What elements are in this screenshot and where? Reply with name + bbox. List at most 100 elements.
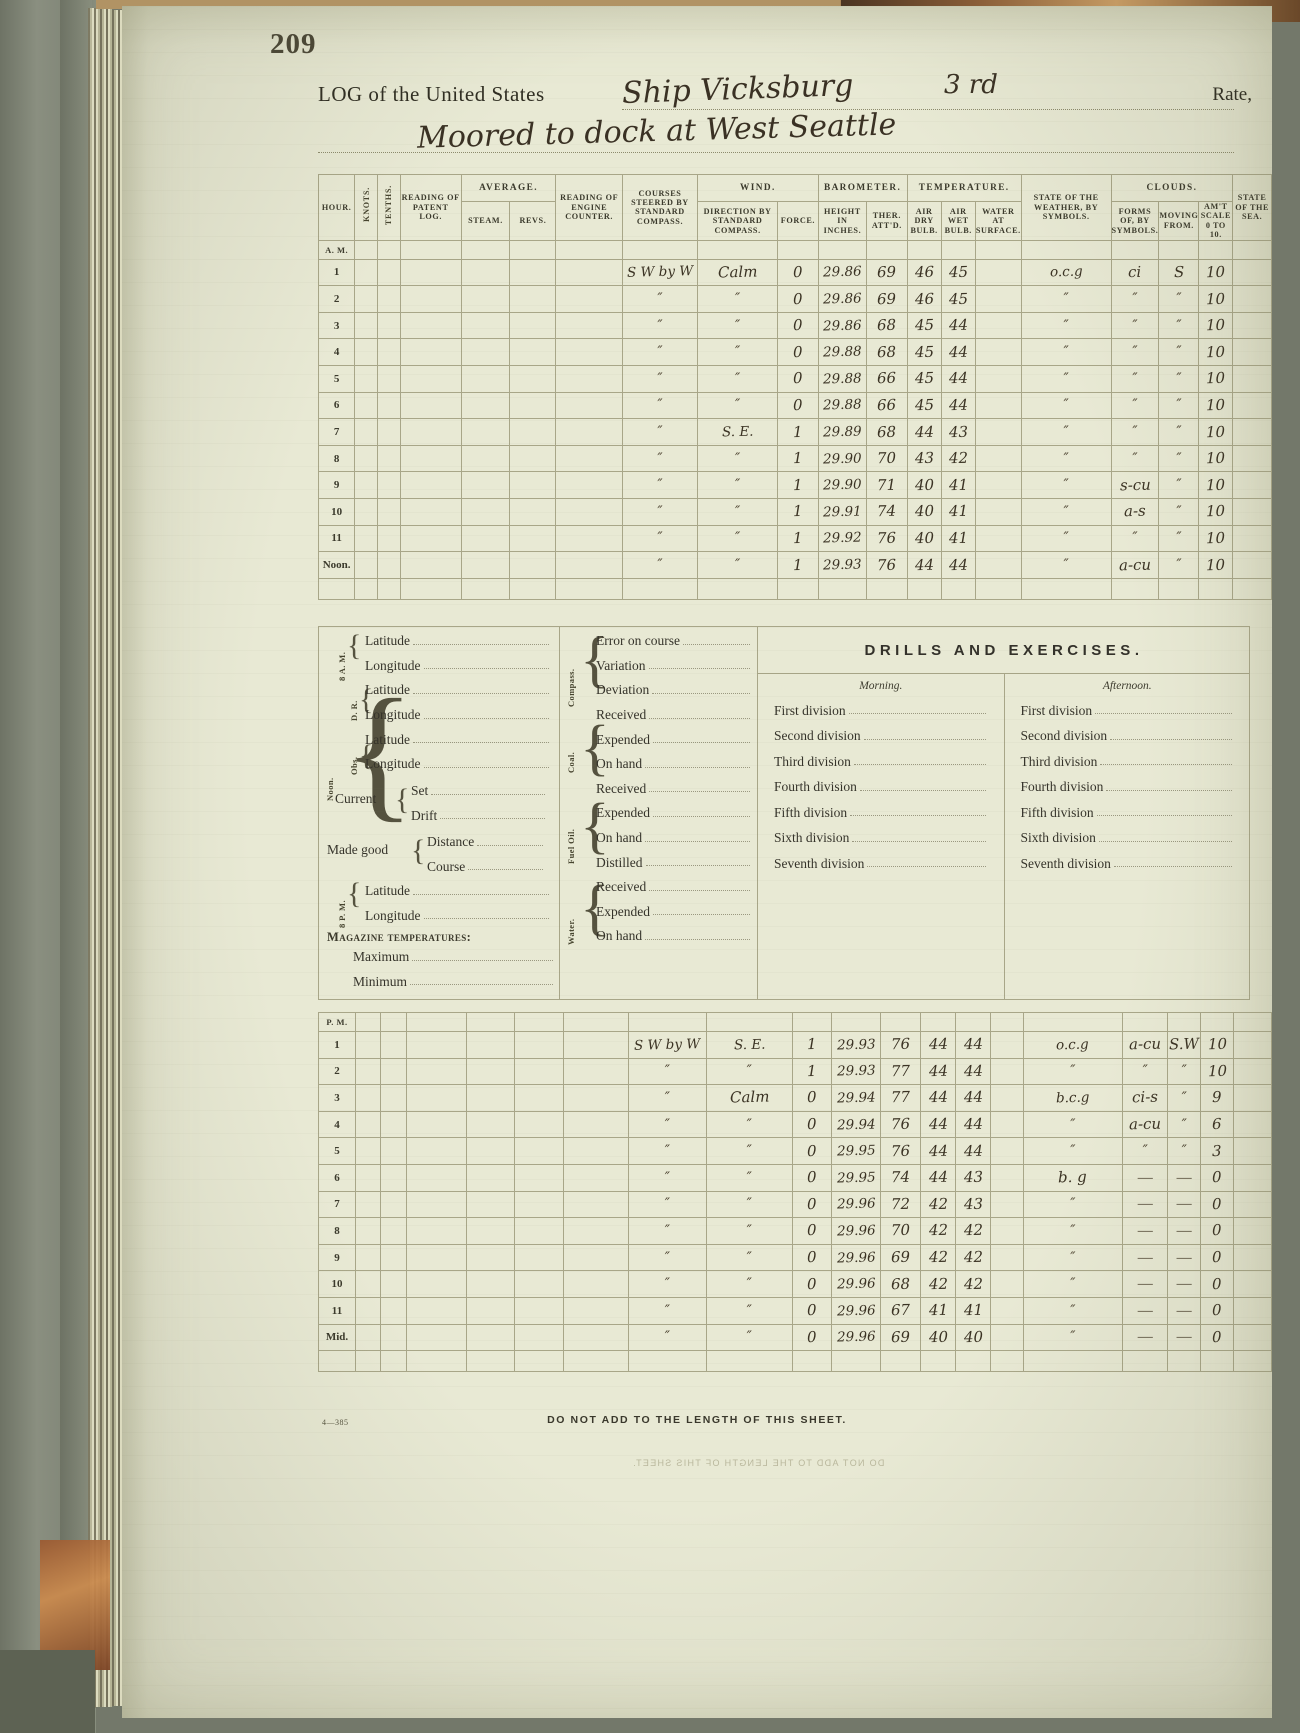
handwritten-value: 70 <box>877 448 897 468</box>
empty-cell <box>377 239 401 260</box>
cell-dry: 46 <box>906 258 942 287</box>
empty-cell <box>555 239 623 260</box>
empty-cell <box>399 444 462 473</box>
empty-cell <box>562 1012 630 1032</box>
handwritten-value: 0 <box>806 1141 817 1160</box>
row-hour-label: 9 <box>317 471 356 500</box>
empty-cell <box>460 239 511 260</box>
handwritten-value: 44 <box>948 395 969 415</box>
empty-cell <box>460 577 511 600</box>
ditto-mark: ″ <box>1070 1222 1076 1239</box>
cell-force: 0 <box>791 1270 832 1298</box>
empty-cell <box>377 391 401 420</box>
handwritten-value: 45 <box>914 395 934 415</box>
cell-dry: 44 <box>920 1110 957 1139</box>
cell-ther: 74 <box>880 1163 922 1192</box>
empty-cell <box>460 311 511 340</box>
cell-form: ″ <box>1110 311 1160 340</box>
empty-cell <box>354 1323 382 1352</box>
cell-form: — <box>1122 1217 1169 1245</box>
handwritten-value: 44 <box>928 1168 949 1187</box>
cell-moving: ″ <box>1167 1084 1202 1112</box>
pm-section-label: P. M. <box>318 1012 356 1032</box>
empty-cell <box>405 1163 468 1192</box>
cell-form: ″ <box>1110 285 1160 313</box>
page-edge-line <box>110 9 112 1707</box>
page-edge-line <box>114 9 116 1707</box>
handwritten-value: 29.92 <box>822 529 862 547</box>
field-8pm-longitude: Longitude <box>363 904 553 929</box>
row-hour-label: 7 <box>318 1190 356 1219</box>
empty-cell <box>354 338 379 367</box>
cell-moving: — <box>1167 1243 1202 1272</box>
cell-water <box>974 551 1022 579</box>
empty-cell <box>354 1190 382 1219</box>
dash-mark: — <box>1176 1329 1192 1346</box>
empty-cell <box>1232 418 1272 446</box>
handwritten-value: a-cu <box>1128 1114 1162 1134</box>
noon-position-panel: 8 a. m. Noon. D. R. Obs. 8 p. m. { { { {… <box>318 626 1250 1000</box>
empty-cell <box>509 285 557 313</box>
ditto-mark: ″ <box>1142 1143 1148 1160</box>
handwritten-value: 29.96 <box>836 1275 876 1293</box>
empty-cell <box>509 311 557 340</box>
empty-cell <box>514 1110 564 1139</box>
empty-cell <box>380 1270 407 1298</box>
handwritten-value: 43 <box>914 448 934 468</box>
cell-ther: 71 <box>866 471 908 500</box>
cell-wind_dir: S. E. <box>705 1031 793 1059</box>
empty-cell <box>514 1323 564 1352</box>
field-water-on-hand: On hand <box>594 924 754 949</box>
log-data-row: 9 ″ ″ 1 29.90 71 40 41 ″ s-cu ″ 10 <box>317 471 1272 500</box>
bleedthrough-text: DO NOT ADD TO THE LENGTH OF THIS SHEET. <box>632 1458 885 1468</box>
cell-course: ″ <box>628 1163 707 1192</box>
cell-course: ″ <box>628 1217 707 1245</box>
cell-ther: 76 <box>880 1031 922 1059</box>
empty-cell <box>562 1296 630 1325</box>
cell-dry: 44 <box>920 1163 957 1192</box>
cell-course: ″ <box>621 444 699 473</box>
cell-wet: 43 <box>955 1163 992 1192</box>
empty-cell <box>399 498 462 526</box>
label-noon: Noon. <box>325 777 335 802</box>
ditto-mark: ″ <box>657 477 663 494</box>
log-title: LOG of the United States <box>318 82 1248 116</box>
cell-form: a-s <box>1110 498 1160 526</box>
log-data-row: 8 ″ ″ 1 29.90 70 43 42 ″ ″ ″ 10 <box>317 444 1272 473</box>
supply-fields: Error on course Variation Deviation Rece… <box>594 629 754 949</box>
magazine-block: Magazine temperatures: Maximum Minimum <box>327 930 557 994</box>
col-air-dry: Air Dry Bulb. <box>906 201 942 241</box>
cell-water <box>990 1163 1024 1192</box>
cell-force: 0 <box>791 1110 832 1139</box>
ditto-mark: ″ <box>1181 1063 1187 1080</box>
ditto-mark: ″ <box>735 530 741 547</box>
empty-cell <box>509 551 557 579</box>
cell-force: 1 <box>777 471 819 500</box>
handwritten-value: b. g <box>1058 1167 1088 1187</box>
ditto-mark: ″ <box>664 1222 670 1239</box>
empty-cell <box>562 1110 630 1139</box>
empty-cell <box>509 338 557 367</box>
empty-cell <box>399 285 462 313</box>
page-edge-line <box>100 8 102 1708</box>
pm-log-table: P. M. 1 S W by W S. E. 1 29.93 76 44 44 o.c.g a-cu… <box>318 1012 1272 1373</box>
drill-morning-label: Fourth division <box>774 779 857 795</box>
cell-course: ″ <box>628 1110 707 1139</box>
title-rule <box>622 109 1234 110</box>
empty-cell <box>354 1031 382 1059</box>
empty-cell <box>380 1350 407 1373</box>
cell-form: ″ <box>1110 338 1160 367</box>
cell-water <box>974 391 1022 420</box>
handwritten-value: S. E. <box>721 423 754 441</box>
handwritten-value: 76 <box>891 1035 911 1054</box>
cell-wet: 44 <box>955 1057 992 1086</box>
cell-wind_dir: ″ <box>705 1190 793 1219</box>
cell-ther: 68 <box>866 418 908 446</box>
empty-cell <box>562 1323 630 1352</box>
handwritten-value: o.c.g <box>1049 264 1083 281</box>
handwritten-value: 10 <box>1207 1035 1227 1054</box>
empty-cell <box>1232 285 1272 313</box>
ditto-mark: ″ <box>735 370 741 387</box>
cell-moving: S.W <box>1167 1031 1202 1059</box>
cell-weather: o.c.g <box>1020 258 1112 287</box>
